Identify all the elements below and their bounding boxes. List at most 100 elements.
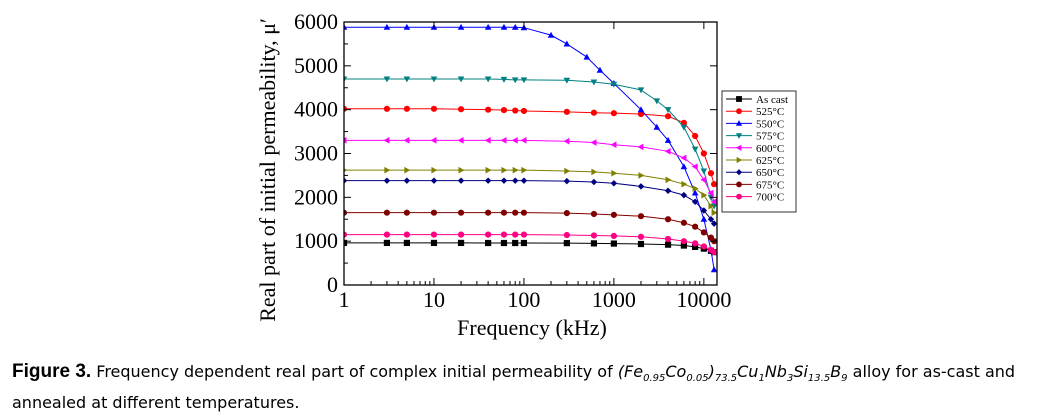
data-point: [590, 178, 598, 186]
permeability-chart: 0 1000 2000 3000 4000 5000 6000 1 10 100 1000 10000…: [255, 9, 797, 340]
data-point: [512, 209, 519, 216]
data-point: [403, 239, 410, 247]
data-point: [638, 172, 645, 179]
legend-item: 650°C: [726, 167, 784, 179]
series-line: [344, 180, 715, 224]
legend-label: 600°C: [756, 143, 784, 155]
data-point: [511, 23, 519, 30]
series-8: [344, 209, 717, 245]
y-tick-label: 6000: [294, 9, 338, 34]
data-point: [700, 207, 708, 214]
series-1: [344, 239, 717, 256]
legend-label: 625°C: [756, 155, 784, 167]
data-point: [692, 185, 699, 192]
legend-item: 700°C: [726, 192, 784, 204]
data-point: [511, 77, 519, 84]
data-point: [484, 177, 492, 184]
legend-item: 600°C: [726, 143, 784, 155]
formula-subscript: 0.95: [643, 373, 666, 385]
legend-swatch-marker: [736, 108, 742, 115]
data-point: [521, 166, 528, 174]
y-tick-label: 4000: [294, 97, 338, 122]
data-point: [664, 241, 672, 248]
data-point: [590, 232, 598, 239]
data-point: [501, 166, 508, 174]
data-point: [680, 124, 688, 131]
data-point: [563, 108, 570, 115]
data-point: [520, 77, 528, 84]
data-point: [500, 239, 508, 247]
alloy-formula: (Fe0.95Co0.05)73.5Cu1Nb3Si13.5B9: [617, 362, 848, 385]
data-point: [700, 243, 707, 250]
data-point: [563, 231, 570, 239]
y-tick-label: 1000: [294, 228, 338, 253]
data-point: [590, 210, 598, 218]
data-point: [520, 137, 527, 144]
data-point: [591, 168, 598, 176]
data-point: [637, 106, 645, 113]
data-point: [664, 107, 672, 114]
data-point: [564, 167, 571, 175]
series-line: [344, 26, 715, 270]
legend-item: 575°C: [726, 131, 784, 143]
data-point: [430, 105, 438, 112]
series-line: [344, 169, 715, 213]
data-point: [383, 23, 391, 30]
data-point: [430, 231, 438, 238]
series-line: [344, 139, 715, 202]
series-7: [344, 177, 717, 227]
series-6: [344, 166, 717, 216]
data-point: [664, 147, 671, 155]
formula-subscript: 9: [841, 373, 848, 385]
data-point: [383, 239, 391, 247]
data-point: [520, 177, 528, 184]
formula-part: (Fe: [617, 362, 644, 381]
series-line: [344, 108, 715, 185]
y-tick-label: 0: [327, 272, 338, 297]
data-point: [610, 232, 617, 240]
data-point: [383, 209, 391, 216]
data-point: [344, 23, 348, 30]
data-point: [500, 231, 508, 238]
data-point: [403, 231, 410, 238]
data-point: [637, 183, 645, 190]
data-point: [457, 239, 465, 247]
data-point: [344, 76, 348, 83]
y-tick-label: 2000: [294, 184, 338, 209]
data-point: [610, 110, 617, 117]
caption-text-before: Frequency dependent real part of complex…: [91, 362, 618, 381]
data-point: [680, 238, 687, 245]
legend-item: As cast: [726, 94, 788, 106]
data-point: [383, 105, 391, 112]
formula-subscript: 13.5: [807, 373, 831, 385]
data-point: [653, 123, 661, 130]
data-point: [708, 202, 715, 210]
legend-swatch-marker: [736, 181, 742, 188]
data-point: [563, 210, 570, 217]
data-point: [691, 198, 699, 205]
data-point: [457, 106, 465, 113]
data-point: [430, 137, 437, 144]
legend-label: 550°C: [756, 118, 784, 130]
data-point: [430, 239, 438, 247]
data-point: [710, 220, 717, 227]
legend-item: 525°C: [726, 106, 784, 118]
data-point: [520, 239, 528, 247]
data-point: [692, 223, 699, 230]
data-point: [563, 137, 570, 145]
plot-frame: [343, 21, 718, 286]
data-point: [520, 231, 528, 238]
data-point: [512, 166, 519, 174]
data-point: [547, 31, 555, 38]
formula-subscript: 73.5: [714, 373, 738, 385]
data-point: [680, 163, 688, 170]
legend-label: 575°C: [756, 131, 784, 143]
series-line: [344, 212, 715, 242]
data-point: [700, 168, 708, 175]
data-point: [485, 106, 492, 113]
data-point: [711, 209, 717, 216]
data-point: [485, 231, 492, 238]
data-point: [590, 139, 597, 146]
data-point: [637, 233, 645, 240]
data-point: [637, 240, 645, 248]
